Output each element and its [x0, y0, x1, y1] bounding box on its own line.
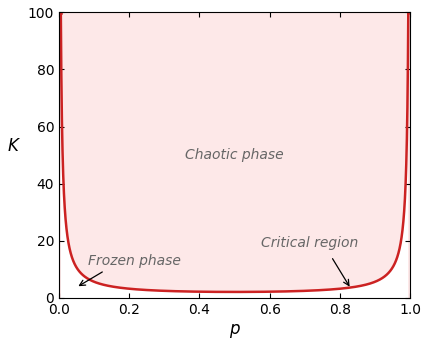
Y-axis label: $K$: $K$ [7, 137, 21, 155]
Text: Critical region: Critical region [262, 236, 359, 251]
X-axis label: $p$: $p$ [229, 322, 241, 340]
Text: Chaotic phase: Chaotic phase [185, 148, 284, 162]
Text: Frozen phase: Frozen phase [88, 254, 181, 268]
